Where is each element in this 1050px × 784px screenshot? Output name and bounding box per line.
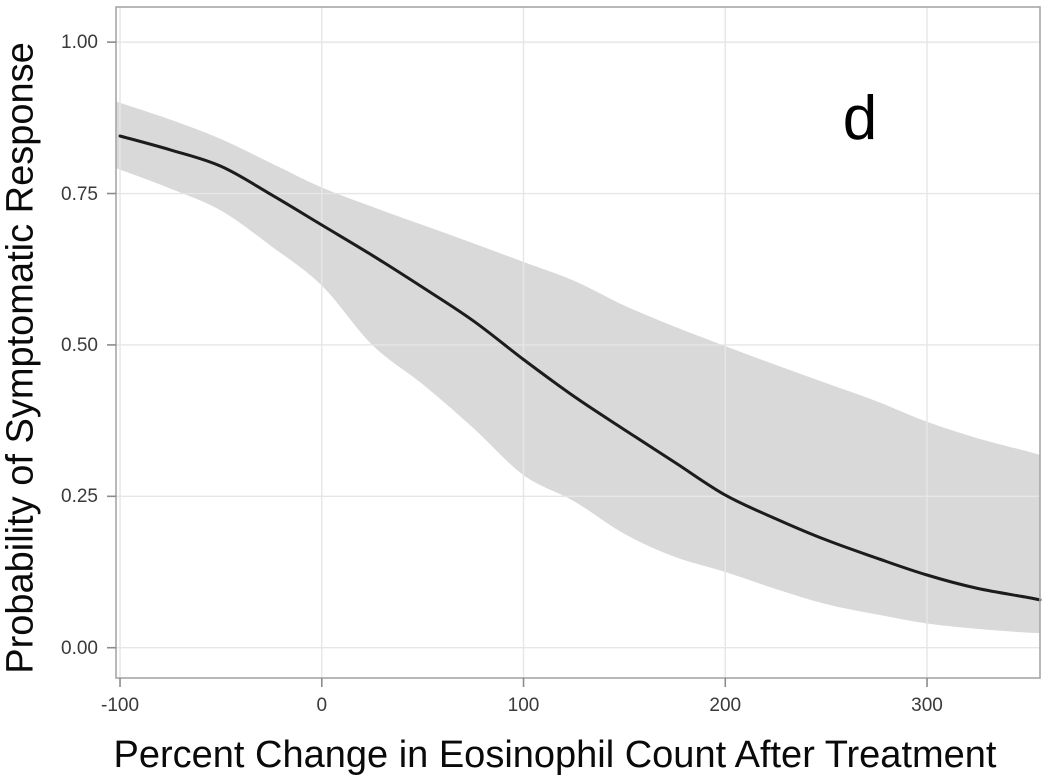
x-tick-label: 300 [911, 695, 943, 716]
x-tick-label: 200 [709, 695, 742, 716]
y-axis-title: Probability of Symptomatic Response [0, 42, 42, 674]
panel-border [115, 6, 1041, 679]
y-tick-label: 0.75 [61, 183, 98, 205]
x-tick-label: 100 [507, 695, 540, 716]
gridlines [116, 7, 1040, 678]
axis-tick-marks [107, 41, 928, 687]
y-tick-label: 1.00 [61, 32, 98, 54]
x-tick-label: 0 [316, 695, 328, 716]
y-tick-label: 0.00 [61, 637, 98, 659]
x-axis-title: Percent Change in Eosinophil Count After… [113, 734, 997, 776]
y-tick-label: 0.25 [61, 486, 98, 508]
y-tick-label: 0.50 [61, 334, 98, 356]
confidence-band [116, 101, 1040, 634]
x-tick-label: -100 [101, 695, 140, 716]
panel-label: d [842, 84, 878, 153]
predicted-probability-curve [118, 134, 1042, 602]
